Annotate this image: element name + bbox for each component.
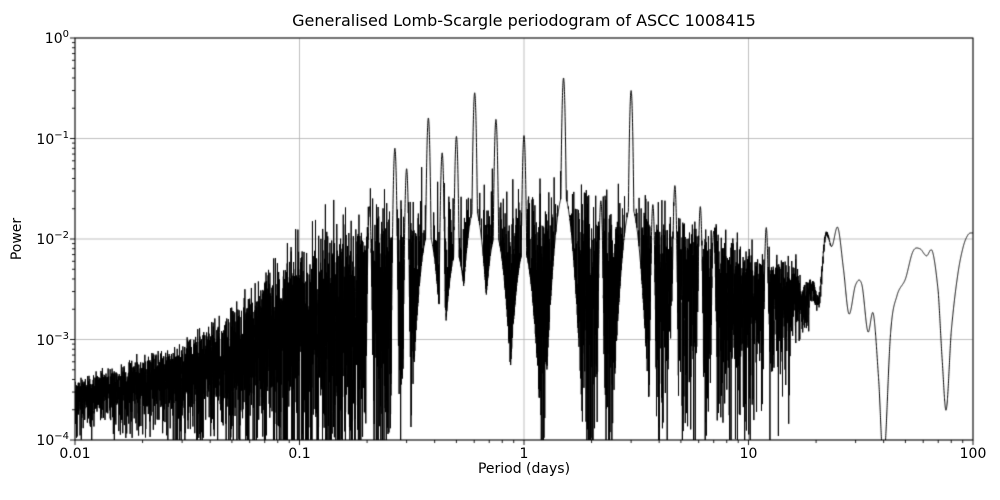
x-axis-label: Period (days) [477, 461, 571, 477]
chart-title: Generalised Lomb-Scargle periodogram of … [292, 11, 756, 30]
y-tick-label: 10−4 [36, 431, 69, 449]
x-tick-label: 0.1 [288, 446, 311, 462]
y-tick-label: 100 [44, 29, 69, 47]
y-tick-label: 10−3 [36, 330, 69, 349]
x-tick-label: 100 [959, 446, 987, 462]
x-tick-label: 0.01 [59, 446, 91, 462]
y-axis-label: Power [9, 217, 25, 261]
y-tick-label: 10−1 [36, 129, 69, 148]
x-tick-label: 1 [519, 446, 529, 462]
x-tick-label: 10 [739, 446, 758, 462]
y-tick-label: 10−2 [36, 230, 69, 248]
